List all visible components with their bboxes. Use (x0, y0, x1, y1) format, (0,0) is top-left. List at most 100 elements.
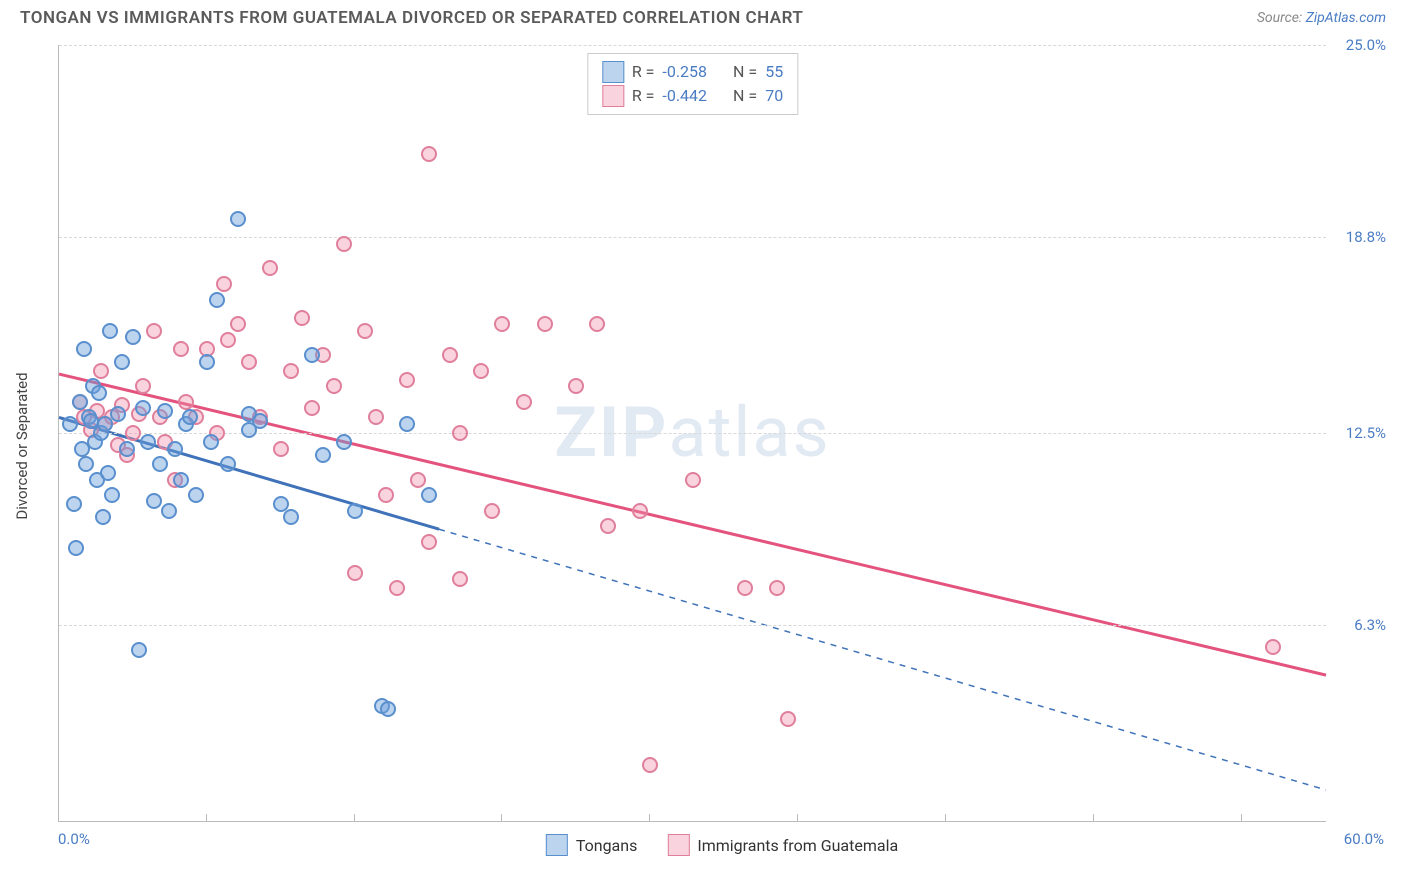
n-label: N = (733, 60, 757, 84)
scatter-point (146, 493, 162, 509)
legend-label-pink: Immigrants from Guatemala (697, 836, 898, 855)
scatter-point (241, 354, 257, 370)
scatter-point (410, 472, 426, 488)
scatter-point (780, 711, 796, 727)
swatch-pink (602, 85, 624, 107)
source-prefix: Source: (1257, 10, 1306, 26)
y-tick-label: 25.0% (1346, 36, 1386, 54)
source-link[interactable]: ZipAtlas.com (1306, 10, 1386, 26)
r-label: R = (632, 84, 655, 108)
stat-row-blue: R = -0.258 N = 55 (602, 60, 783, 84)
legend-swatch-blue (546, 834, 568, 856)
scatter-point (146, 323, 162, 339)
scatter-point (152, 456, 168, 472)
y-tick-label: 12.5% (1346, 424, 1386, 442)
trend-line-dashed (439, 529, 1326, 790)
grid-line (59, 237, 1326, 238)
scatter-point (589, 316, 605, 332)
scatter-point (66, 496, 82, 512)
scatter-point (188, 487, 204, 503)
x-tick (354, 814, 355, 822)
scatter-point (93, 363, 109, 379)
scatter-point (336, 236, 352, 252)
x-tick (501, 814, 502, 822)
scatter-point (642, 757, 658, 773)
scatter-point (230, 316, 246, 332)
scatter-point (378, 487, 394, 503)
grid-line (59, 625, 1326, 626)
x-tick (1241, 814, 1242, 822)
scatter-point (632, 503, 648, 519)
n-label: N = (733, 84, 757, 108)
n-value-pink: 70 (765, 84, 783, 108)
scatter-point (100, 465, 116, 481)
scatter-point (442, 347, 458, 363)
r-value-pink: -0.442 (662, 84, 707, 108)
scatter-point (131, 642, 147, 658)
scatter-point (421, 487, 437, 503)
scatter-point (769, 580, 785, 596)
scatter-point (389, 580, 405, 596)
source-credit: Source: ZipAtlas.com (1257, 10, 1386, 26)
swatch-blue (602, 61, 624, 83)
scatter-point (72, 394, 88, 410)
scatter-point (600, 518, 616, 534)
scatter-point (737, 580, 753, 596)
scatter-point (178, 394, 194, 410)
scatter-point (110, 406, 126, 422)
scatter-point (135, 400, 151, 416)
legend-label-blue: Tongans (576, 836, 638, 855)
chart-area: ZIPatlas R = -0.258 N = 55 R = -0.442 N … (48, 45, 1396, 862)
scatter-point (157, 403, 173, 419)
scatter-point (199, 354, 215, 370)
scatter-point (125, 425, 141, 441)
scatter-point (399, 372, 415, 388)
scatter-point (484, 503, 500, 519)
x-tick (649, 814, 650, 822)
scatter-point (91, 385, 107, 401)
scatter-point (140, 434, 156, 450)
scatter-point (685, 472, 701, 488)
scatter-point (173, 472, 189, 488)
scatter-point (76, 341, 92, 357)
scatter-point (262, 260, 278, 276)
x-tick (945, 814, 946, 822)
y-tick-label: 6.3% (1354, 616, 1386, 634)
scatter-point (294, 310, 310, 326)
scatter-point (68, 540, 84, 556)
scatter-point (114, 354, 130, 370)
plot-area: ZIPatlas R = -0.258 N = 55 R = -0.442 N … (58, 45, 1326, 822)
scatter-point (95, 509, 111, 525)
scatter-point (315, 447, 331, 463)
scatter-point (104, 487, 120, 503)
scatter-point (119, 441, 135, 457)
legend-item-blue: Tongans (546, 834, 638, 856)
scatter-point (203, 434, 219, 450)
scatter-point (494, 316, 510, 332)
scatter-point (220, 332, 236, 348)
scatter-point (216, 276, 232, 292)
scatter-point (252, 413, 268, 429)
scatter-point (347, 503, 363, 519)
scatter-point (283, 363, 299, 379)
scatter-point (182, 409, 198, 425)
scatter-point (452, 425, 468, 441)
r-value-blue: -0.258 (662, 60, 707, 84)
legend-item-pink: Immigrants from Guatemala (667, 834, 898, 856)
scatter-point (167, 441, 183, 457)
scatter-point (421, 146, 437, 162)
y-axis-label: Divorced or Separated (13, 372, 31, 519)
scatter-point (1265, 639, 1281, 655)
header: TONGAN VS IMMIGRANTS FROM GUATEMALA DIVO… (0, 0, 1406, 28)
scatter-point (368, 409, 384, 425)
x-tick (797, 814, 798, 822)
grid-line (59, 45, 1326, 46)
scatter-point (283, 509, 299, 525)
scatter-point (230, 211, 246, 227)
scatter-point (62, 416, 78, 432)
scatter-point (357, 323, 373, 339)
chart-title: TONGAN VS IMMIGRANTS FROM GUATEMALA DIVO… (20, 8, 803, 28)
scatter-point (304, 400, 320, 416)
scatter-point (304, 347, 320, 363)
scatter-point (473, 363, 489, 379)
